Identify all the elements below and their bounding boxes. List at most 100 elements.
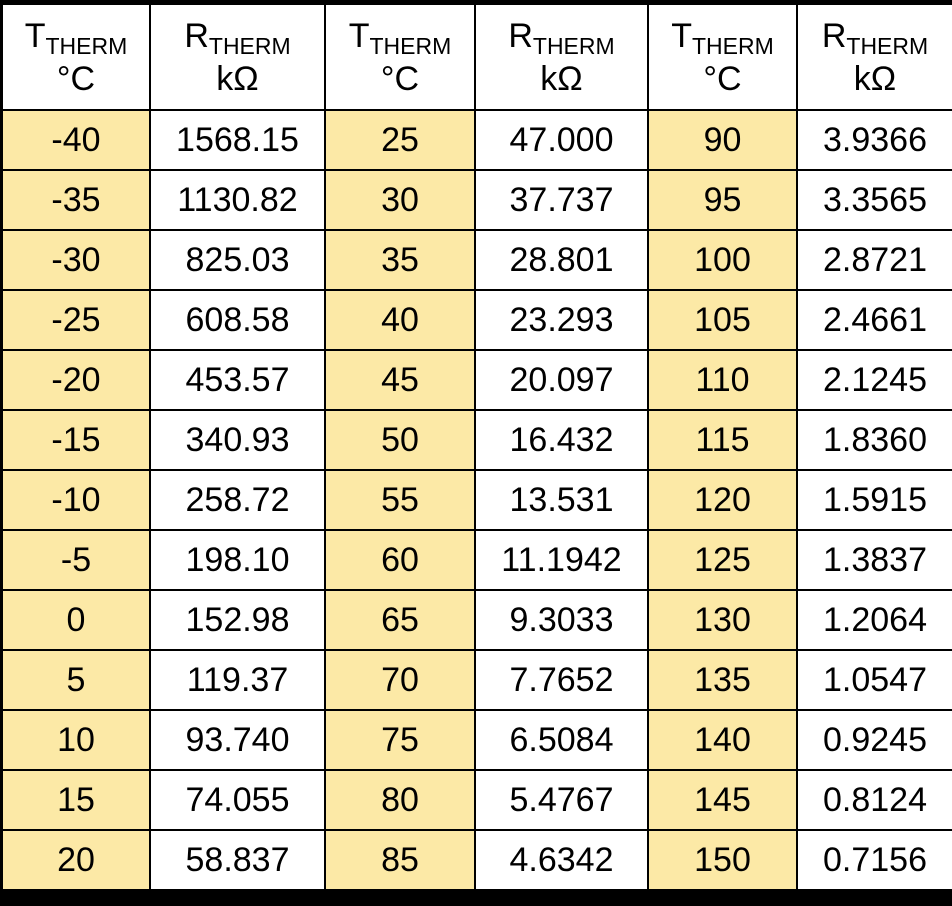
resistance-cell: 0.8124 bbox=[798, 771, 952, 829]
header-symbol: RTHERM bbox=[184, 19, 290, 58]
resistance-cell: 2.8721 bbox=[798, 231, 952, 289]
temperature-cell: 10 bbox=[3, 711, 149, 769]
header-symbol: RTHERM bbox=[822, 19, 928, 58]
temperature-cell: 50 bbox=[326, 411, 474, 469]
resistance-cell: 28.801 bbox=[476, 231, 647, 289]
resistance-cell: 152.98 bbox=[151, 591, 324, 649]
resistance-cell: 11.1942 bbox=[476, 531, 647, 589]
resistance-cell: 258.72 bbox=[151, 471, 324, 529]
header-subscript: THERM bbox=[532, 32, 615, 59]
header-main: R bbox=[508, 16, 533, 55]
header-main: T bbox=[24, 16, 46, 55]
temperature-cell: 5 bbox=[3, 651, 149, 709]
resistance-cell: 23.293 bbox=[476, 291, 647, 349]
resistance-cell: 2.1245 bbox=[798, 351, 952, 409]
temperature-cell: 100 bbox=[649, 231, 796, 289]
header-subscript: THERM bbox=[208, 32, 291, 59]
temperature-cell: 135 bbox=[649, 651, 796, 709]
temperature-cell: 60 bbox=[326, 531, 474, 589]
resistance-cell: 119.37 bbox=[151, 651, 324, 709]
header-unit: °C bbox=[703, 59, 742, 98]
resistance-cell: 58.837 bbox=[151, 831, 324, 889]
temperature-cell: 20 bbox=[3, 831, 149, 889]
resistance-cell: 1.3837 bbox=[798, 531, 952, 589]
header-subscript: THERM bbox=[846, 32, 929, 59]
resistance-cell: 3.3565 bbox=[798, 171, 952, 229]
header-main: R bbox=[184, 16, 209, 55]
temperature-cell: 140 bbox=[649, 711, 796, 769]
header-subscript: THERM bbox=[45, 32, 128, 59]
resistance-cell: 1.5915 bbox=[798, 471, 952, 529]
resistance-cell: 7.7652 bbox=[476, 651, 647, 709]
resistance-cell: 0.9245 bbox=[798, 711, 952, 769]
resistance-cell: 93.740 bbox=[151, 711, 324, 769]
header-cell: TTHERM °C bbox=[649, 5, 796, 109]
temperature-cell: -5 bbox=[3, 531, 149, 589]
header-subscript: THERM bbox=[692, 32, 774, 59]
temperature-cell: 95 bbox=[649, 171, 796, 229]
header-cell: TTHERM °C bbox=[3, 5, 149, 109]
resistance-cell: 6.5084 bbox=[476, 711, 647, 769]
header-unit: kΩ bbox=[853, 59, 897, 98]
temperature-cell: 75 bbox=[326, 711, 474, 769]
header-symbol: RTHERM bbox=[508, 19, 614, 58]
temperature-cell: 30 bbox=[326, 171, 474, 229]
temperature-cell: 150 bbox=[649, 831, 796, 889]
temperature-cell: 105 bbox=[649, 291, 796, 349]
resistance-cell: 1130.82 bbox=[151, 171, 324, 229]
temperature-cell: -25 bbox=[3, 291, 149, 349]
resistance-cell: 2.4661 bbox=[798, 291, 952, 349]
temperature-cell: 45 bbox=[326, 351, 474, 409]
header-main: T bbox=[671, 16, 692, 55]
temperature-cell: 85 bbox=[326, 831, 474, 889]
header-cell: TTHERM °C bbox=[326, 5, 474, 109]
temperature-cell: 15 bbox=[3, 771, 149, 829]
temperature-cell: 70 bbox=[326, 651, 474, 709]
resistance-cell: 1.0547 bbox=[798, 651, 952, 709]
resistance-cell: 74.055 bbox=[151, 771, 324, 829]
temperature-cell: 25 bbox=[326, 111, 474, 169]
temperature-cell: -15 bbox=[3, 411, 149, 469]
temperature-cell: 145 bbox=[649, 771, 796, 829]
header-cell: RTHERM kΩ bbox=[476, 5, 647, 109]
resistance-cell: 37.737 bbox=[476, 171, 647, 229]
resistance-cell: 3.9366 bbox=[798, 111, 952, 169]
resistance-cell: 608.58 bbox=[151, 291, 324, 349]
resistance-cell: 453.57 bbox=[151, 351, 324, 409]
resistance-cell: 1.8360 bbox=[798, 411, 952, 469]
resistance-cell: 47.000 bbox=[476, 111, 647, 169]
temperature-cell: -30 bbox=[3, 231, 149, 289]
resistance-cell: 4.6342 bbox=[476, 831, 647, 889]
resistance-cell: 198.10 bbox=[151, 531, 324, 589]
resistance-cell: 20.097 bbox=[476, 351, 647, 409]
header-symbol: TTHERM bbox=[349, 19, 452, 58]
temperature-cell: 40 bbox=[326, 291, 474, 349]
resistance-cell: 5.4767 bbox=[476, 771, 647, 829]
temperature-cell: 90 bbox=[649, 111, 796, 169]
temperature-cell: -40 bbox=[3, 111, 149, 169]
header-unit: °C bbox=[56, 59, 96, 98]
temperature-cell: -35 bbox=[3, 171, 149, 229]
resistance-cell: 1568.15 bbox=[151, 111, 324, 169]
temperature-cell: 110 bbox=[649, 351, 796, 409]
header-subscript: THERM bbox=[369, 32, 452, 59]
header-unit: kΩ bbox=[540, 59, 583, 98]
resistance-cell: 825.03 bbox=[151, 231, 324, 289]
temperature-cell: 35 bbox=[326, 231, 474, 289]
temperature-cell: 115 bbox=[649, 411, 796, 469]
header-main: R bbox=[821, 16, 847, 55]
temperature-cell: 120 bbox=[649, 471, 796, 529]
resistance-cell: 9.3033 bbox=[476, 591, 647, 649]
temperature-cell: 80 bbox=[326, 771, 474, 829]
temperature-cell: 125 bbox=[649, 531, 796, 589]
header-cell: RTHERM kΩ bbox=[798, 5, 952, 109]
temperature-cell: 65 bbox=[326, 591, 474, 649]
header-main: T bbox=[348, 16, 370, 55]
temperature-cell: 0 bbox=[3, 591, 149, 649]
header-cell: RTHERM kΩ bbox=[151, 5, 324, 109]
temperature-cell: -10 bbox=[3, 471, 149, 529]
header-symbol: TTHERM bbox=[671, 19, 774, 58]
header-unit: kΩ bbox=[216, 59, 259, 98]
temperature-cell: -20 bbox=[3, 351, 149, 409]
